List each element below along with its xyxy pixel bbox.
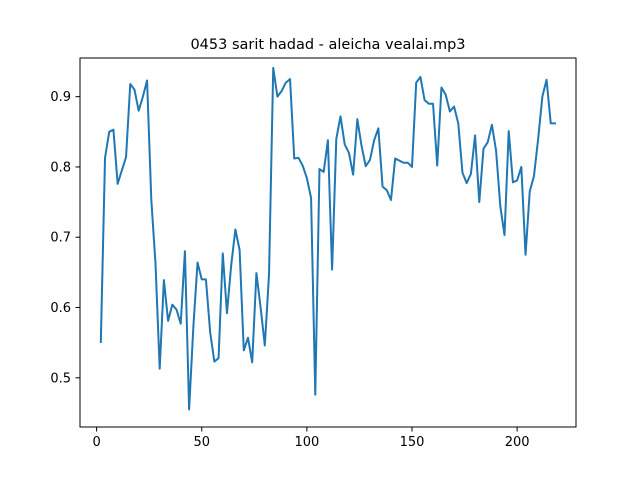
y-tick-label: 0.8	[50, 160, 71, 175]
y-tick-label: 0.9	[50, 90, 71, 105]
chart-title: 0453 sarit hadad - aleicha vealai.mp3	[190, 37, 465, 53]
series-line-0	[99, 66, 556, 411]
x-axis: 0 50 100 150 200	[92, 427, 530, 450]
y-tick-label: 0.6	[50, 301, 71, 316]
x-tick-label: 0	[92, 435, 100, 450]
y-tick-label: 0.5	[50, 371, 71, 386]
y-axis: 0.5 0.6 0.7 0.8 0.9	[50, 90, 80, 386]
x-tick-label: 150	[400, 435, 425, 450]
y-tick-label: 0.7	[50, 231, 71, 246]
data-layer	[99, 66, 556, 411]
x-tick-label: 50	[193, 435, 210, 450]
x-tick-label: 200	[505, 435, 530, 450]
plot-area-frame	[79, 57, 577, 428]
x-tick-label: 100	[294, 435, 319, 450]
